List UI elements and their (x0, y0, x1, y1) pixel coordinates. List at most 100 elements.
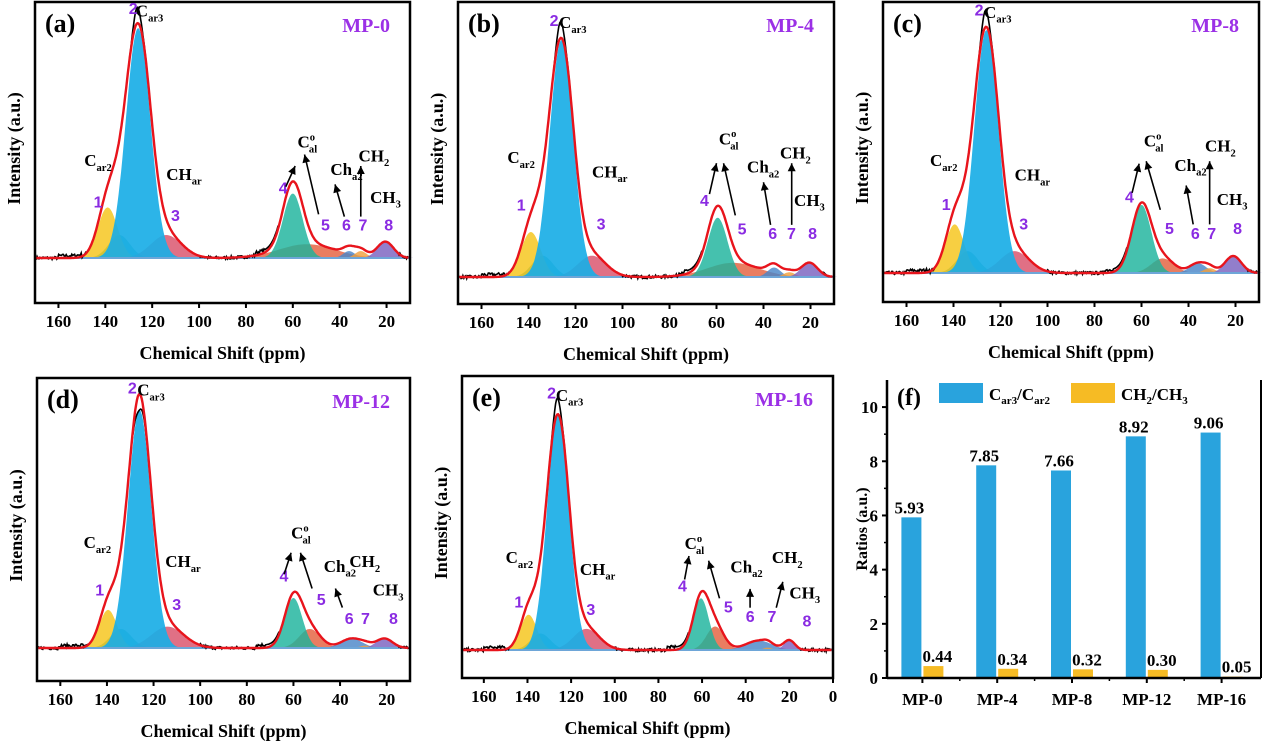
bar-value-label: 9.06 (1194, 414, 1224, 433)
peak-fill-2 (89, 28, 187, 258)
x-tick-label: 20 (378, 312, 395, 331)
x-tick-label: 120 (988, 311, 1014, 330)
peak-number-5: 5 (1165, 221, 1174, 238)
y-tick-label: 8 (870, 452, 879, 471)
bar-value-label: 0.05 (1222, 658, 1252, 677)
peak-fill-2 (514, 40, 609, 277)
peak-fill-6 (325, 251, 373, 258)
x-tick-label: 80 (661, 313, 678, 332)
legend-swatch-ch2-ch3 (1071, 383, 1115, 403)
x-tick-label: 140 (515, 687, 541, 706)
arrow-head (1144, 161, 1153, 171)
peak-number-7: 7 (787, 226, 796, 243)
peak-number-5: 5 (321, 217, 330, 234)
y-axis-label: Ratios (a.u.) (854, 487, 871, 570)
experimental-curve (35, 6, 409, 262)
peak-fill-8 (767, 640, 812, 650)
peak-fill-4 (258, 598, 329, 648)
x-tick-label: 140 (941, 311, 967, 330)
label-ch2: CH2 (1205, 137, 1236, 160)
bar-car3-car2 (1125, 436, 1146, 678)
arrow-shaft (1145, 160, 1162, 211)
label-ch2: CH2 (358, 146, 389, 169)
peak-number-1: 1 (94, 194, 103, 211)
x-tick-label: 160 (471, 687, 497, 706)
arrow-a7 (787, 163, 796, 225)
x-tick-label: 100 (186, 312, 212, 331)
peak-fill-7 (342, 645, 390, 648)
peak-fill-6 (309, 638, 394, 648)
arrow-head (721, 163, 730, 172)
fitted-curve (459, 36, 833, 279)
x-tick-label: 60 (1133, 311, 1150, 330)
legend: Car3/Car2 CH2/CH3 (939, 383, 1188, 407)
legend-label-car3-car2: Car3/Car2 (989, 385, 1051, 407)
peak-fill-7 (1186, 268, 1234, 273)
spectrum-panel-mp-0: 160 140 120 100 80 60 40 20 Chemical Shift (ppm)… (4, 0, 420, 364)
peak-fill-4 (253, 193, 333, 258)
peak-number-6: 6 (345, 611, 354, 628)
y-tick-label: 6 (870, 506, 879, 525)
x-tick-label: MP-8 (1052, 690, 1093, 709)
label-cha2: Cha2 (330, 160, 362, 183)
arrow-a6 (760, 182, 772, 225)
panel-letter: (c) (893, 9, 922, 38)
peak-fill-2 (92, 410, 187, 648)
peak-fill-1 (68, 207, 148, 258)
arrow-head (1133, 163, 1142, 173)
label-cal: Co al (685, 534, 705, 557)
peak-fill-5 (680, 626, 751, 650)
peak-fill-6 (747, 267, 801, 277)
arrow-a5 (706, 560, 721, 599)
x-tick-label: 160 (894, 311, 920, 330)
peak-number-5: 5 (317, 592, 326, 609)
peak-fill-7 (337, 251, 385, 258)
arrow-a4 (708, 163, 719, 195)
arrow-a4 (1131, 163, 1142, 193)
label-ch3: CH3 (373, 581, 404, 604)
label-char: CHar (580, 560, 616, 583)
label-car2: Car2 (930, 151, 958, 174)
x-tick-label: 40 (737, 687, 754, 706)
label-car2: Car2 (506, 548, 534, 571)
arrow-head (333, 184, 342, 194)
spectrum-panel-mp-8: 160 140 120 100 80 60 40 20 Chemical Shift (ppm)… (852, 0, 1267, 363)
peak-fill-8 (351, 638, 417, 648)
x-tick-label: MP-0 (902, 690, 943, 709)
x-tick-label: 120 (558, 687, 584, 706)
peak-number-7: 7 (768, 609, 777, 626)
x-tick-label: 100 (1035, 311, 1061, 330)
y-axis-label: Intensity (a.u.) (852, 92, 873, 205)
bar-chart-panel: 5.93 0.44 MP-0 7.85 0.34 MP-4 7.66 0.32 MP-8 8.92… (854, 380, 1262, 709)
label-ch3: CH3 (794, 191, 825, 214)
bar-value-label: 0.34 (997, 650, 1027, 669)
bar-ch2-ch3 (1073, 669, 1093, 678)
bar-value-label: 7.66 (1044, 451, 1074, 470)
plot-frame (881, 0, 1261, 304)
peak-number-2: 2 (128, 380, 137, 397)
spectrum-panel-mp-4: 160 140 120 100 80 60 40 20 Chemical Shift (ppm)… (427, 0, 843, 365)
peak-number-3: 3 (1019, 216, 1028, 233)
peak-fill-1 (491, 232, 571, 277)
peak-fill-5 (1117, 258, 1208, 273)
peak-fill-8 (352, 241, 419, 258)
x-tick-label: 140 (516, 313, 542, 332)
bar-value-label: 0.30 (1147, 651, 1177, 670)
arrow-head (776, 581, 785, 591)
peak-fill-6 (1165, 263, 1231, 273)
arrow-head (683, 556, 692, 565)
peak-number-6: 6 (768, 226, 777, 243)
arrow-head (706, 560, 715, 570)
panel-letter: (f) (897, 385, 921, 411)
x-tick-label: 20 (1227, 311, 1244, 330)
label-ch2: CH2 (349, 552, 380, 575)
panel-letter: (d) (47, 385, 79, 414)
arrow-head (284, 552, 293, 562)
x-tick-label: 140 (94, 690, 120, 709)
peak-number-2: 2 (129, 1, 138, 18)
peak-number-8: 8 (802, 614, 811, 631)
label-ch2: CH2 (772, 548, 803, 571)
spectrum-panel-mp-12: 160 140 120 100 80 60 40 20 Chemical Shift (ppm)… (6, 376, 417, 742)
peak-number-4: 4 (1125, 190, 1134, 207)
